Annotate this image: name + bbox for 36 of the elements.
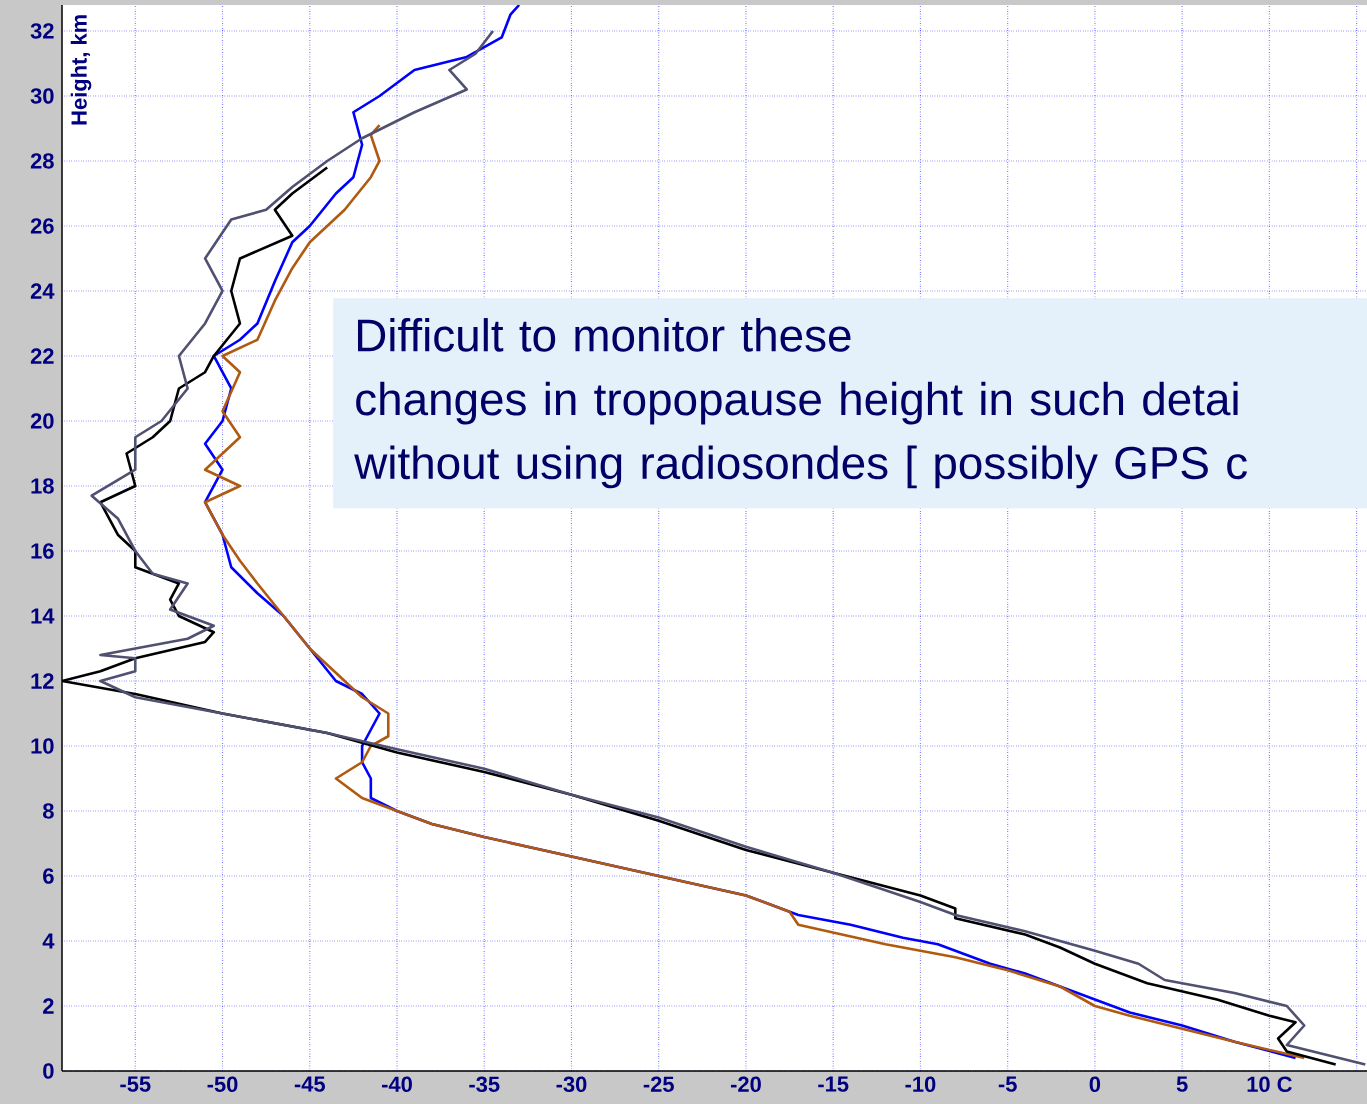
y-axis-title: Height, km bbox=[70, 15, 92, 125]
x-tick-label: -25 bbox=[643, 1076, 674, 1093]
x-tick-label: -45 bbox=[294, 1076, 325, 1092]
y-tick-label: 0 bbox=[43, 1063, 54, 1079]
x-tick-label: 5 bbox=[1176, 1076, 1188, 1092]
y-tick-label: 6 bbox=[43, 868, 54, 884]
y-tick-label: 32 bbox=[30, 23, 54, 39]
y-tick-label: 24 bbox=[30, 283, 55, 299]
x-tick-label: -5 bbox=[998, 1076, 1017, 1092]
x-tick-label: -10 bbox=[905, 1076, 936, 1093]
y-tick-label: 4 bbox=[42, 933, 55, 949]
y-tick-label: 18 bbox=[31, 478, 54, 494]
x-tick-label: 0 bbox=[1089, 1076, 1101, 1093]
y-tick-label: 8 bbox=[43, 803, 54, 819]
x-tick-label: -30 bbox=[556, 1076, 587, 1093]
x-tick-label: -20 bbox=[730, 1076, 761, 1093]
y-tick-label: 20 bbox=[30, 413, 54, 429]
y-tick-label: 2 bbox=[43, 998, 54, 1014]
y-tick-label: 10 bbox=[31, 738, 54, 754]
x-tick-label: -55 bbox=[120, 1076, 151, 1092]
x-tick-label: -40 bbox=[382, 1076, 412, 1093]
x-tick-label: 10 C bbox=[1247, 1076, 1292, 1093]
y-tick-label: 26 bbox=[30, 218, 54, 234]
y-tick-label: 16 bbox=[31, 543, 54, 559]
line-series bbox=[90, 29, 1367, 1066]
annotation: changes in tropopause height in such detai bbox=[356, 381, 1238, 425]
y-tick-label: 30 bbox=[30, 88, 54, 104]
annotation: Difficult to monitor these bbox=[357, 318, 851, 352]
y-tick-label: 14 bbox=[31, 608, 55, 624]
x-tick-label: -50 bbox=[207, 1076, 238, 1093]
x-tick-label: -15 bbox=[818, 1076, 849, 1092]
y-tick-label: 12 bbox=[31, 673, 54, 689]
y-tick-label: 22 bbox=[30, 348, 54, 364]
annotation: without using radiosondes [ possibly GPS c bbox=[354, 445, 1247, 489]
x-tick-label: -35 bbox=[469, 1076, 500, 1093]
y-tick-label: 28 bbox=[30, 153, 54, 169]
